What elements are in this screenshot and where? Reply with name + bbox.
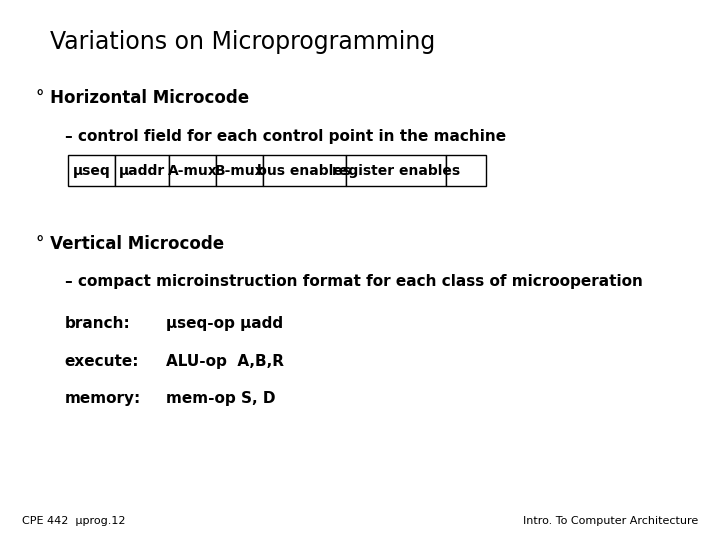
Text: memory:: memory: — [65, 392, 141, 407]
Text: ° Vertical Microcode: ° Vertical Microcode — [36, 235, 224, 253]
Text: execute:: execute: — [65, 354, 139, 369]
Bar — [169, 155, 216, 186]
Text: ALU-op  A,B,R: ALU-op A,B,R — [166, 354, 284, 369]
Text: bus enables: bus enables — [257, 164, 351, 178]
Text: – compact microinstruction format for each class of microoperation: – compact microinstruction format for ea… — [65, 274, 643, 289]
Bar — [446, 155, 486, 186]
Bar — [263, 155, 346, 186]
Text: register enables: register enables — [332, 164, 460, 178]
Text: ° Horizontal Microcode: ° Horizontal Microcode — [36, 89, 249, 107]
Text: Intro. To Computer Architecture: Intro. To Computer Architecture — [523, 516, 698, 526]
Text: μaddr: μaddr — [119, 164, 166, 178]
Bar — [68, 155, 115, 186]
Text: A-mux: A-mux — [168, 164, 217, 178]
Bar — [115, 155, 169, 186]
Text: – control field for each control point in the machine: – control field for each control point i… — [65, 129, 506, 144]
Text: branch:: branch: — [65, 316, 130, 331]
Text: μseq-op μadd: μseq-op μadd — [166, 316, 283, 331]
Bar — [346, 155, 446, 186]
Text: B-mux: B-mux — [215, 164, 264, 178]
Text: μseq: μseq — [73, 164, 111, 178]
Text: mem-op S, D: mem-op S, D — [166, 392, 275, 407]
Bar — [216, 155, 263, 186]
Text: Variations on Microprogramming: Variations on Microprogramming — [50, 30, 436, 53]
Text: CPE 442  μprog.12: CPE 442 μprog.12 — [22, 516, 125, 526]
